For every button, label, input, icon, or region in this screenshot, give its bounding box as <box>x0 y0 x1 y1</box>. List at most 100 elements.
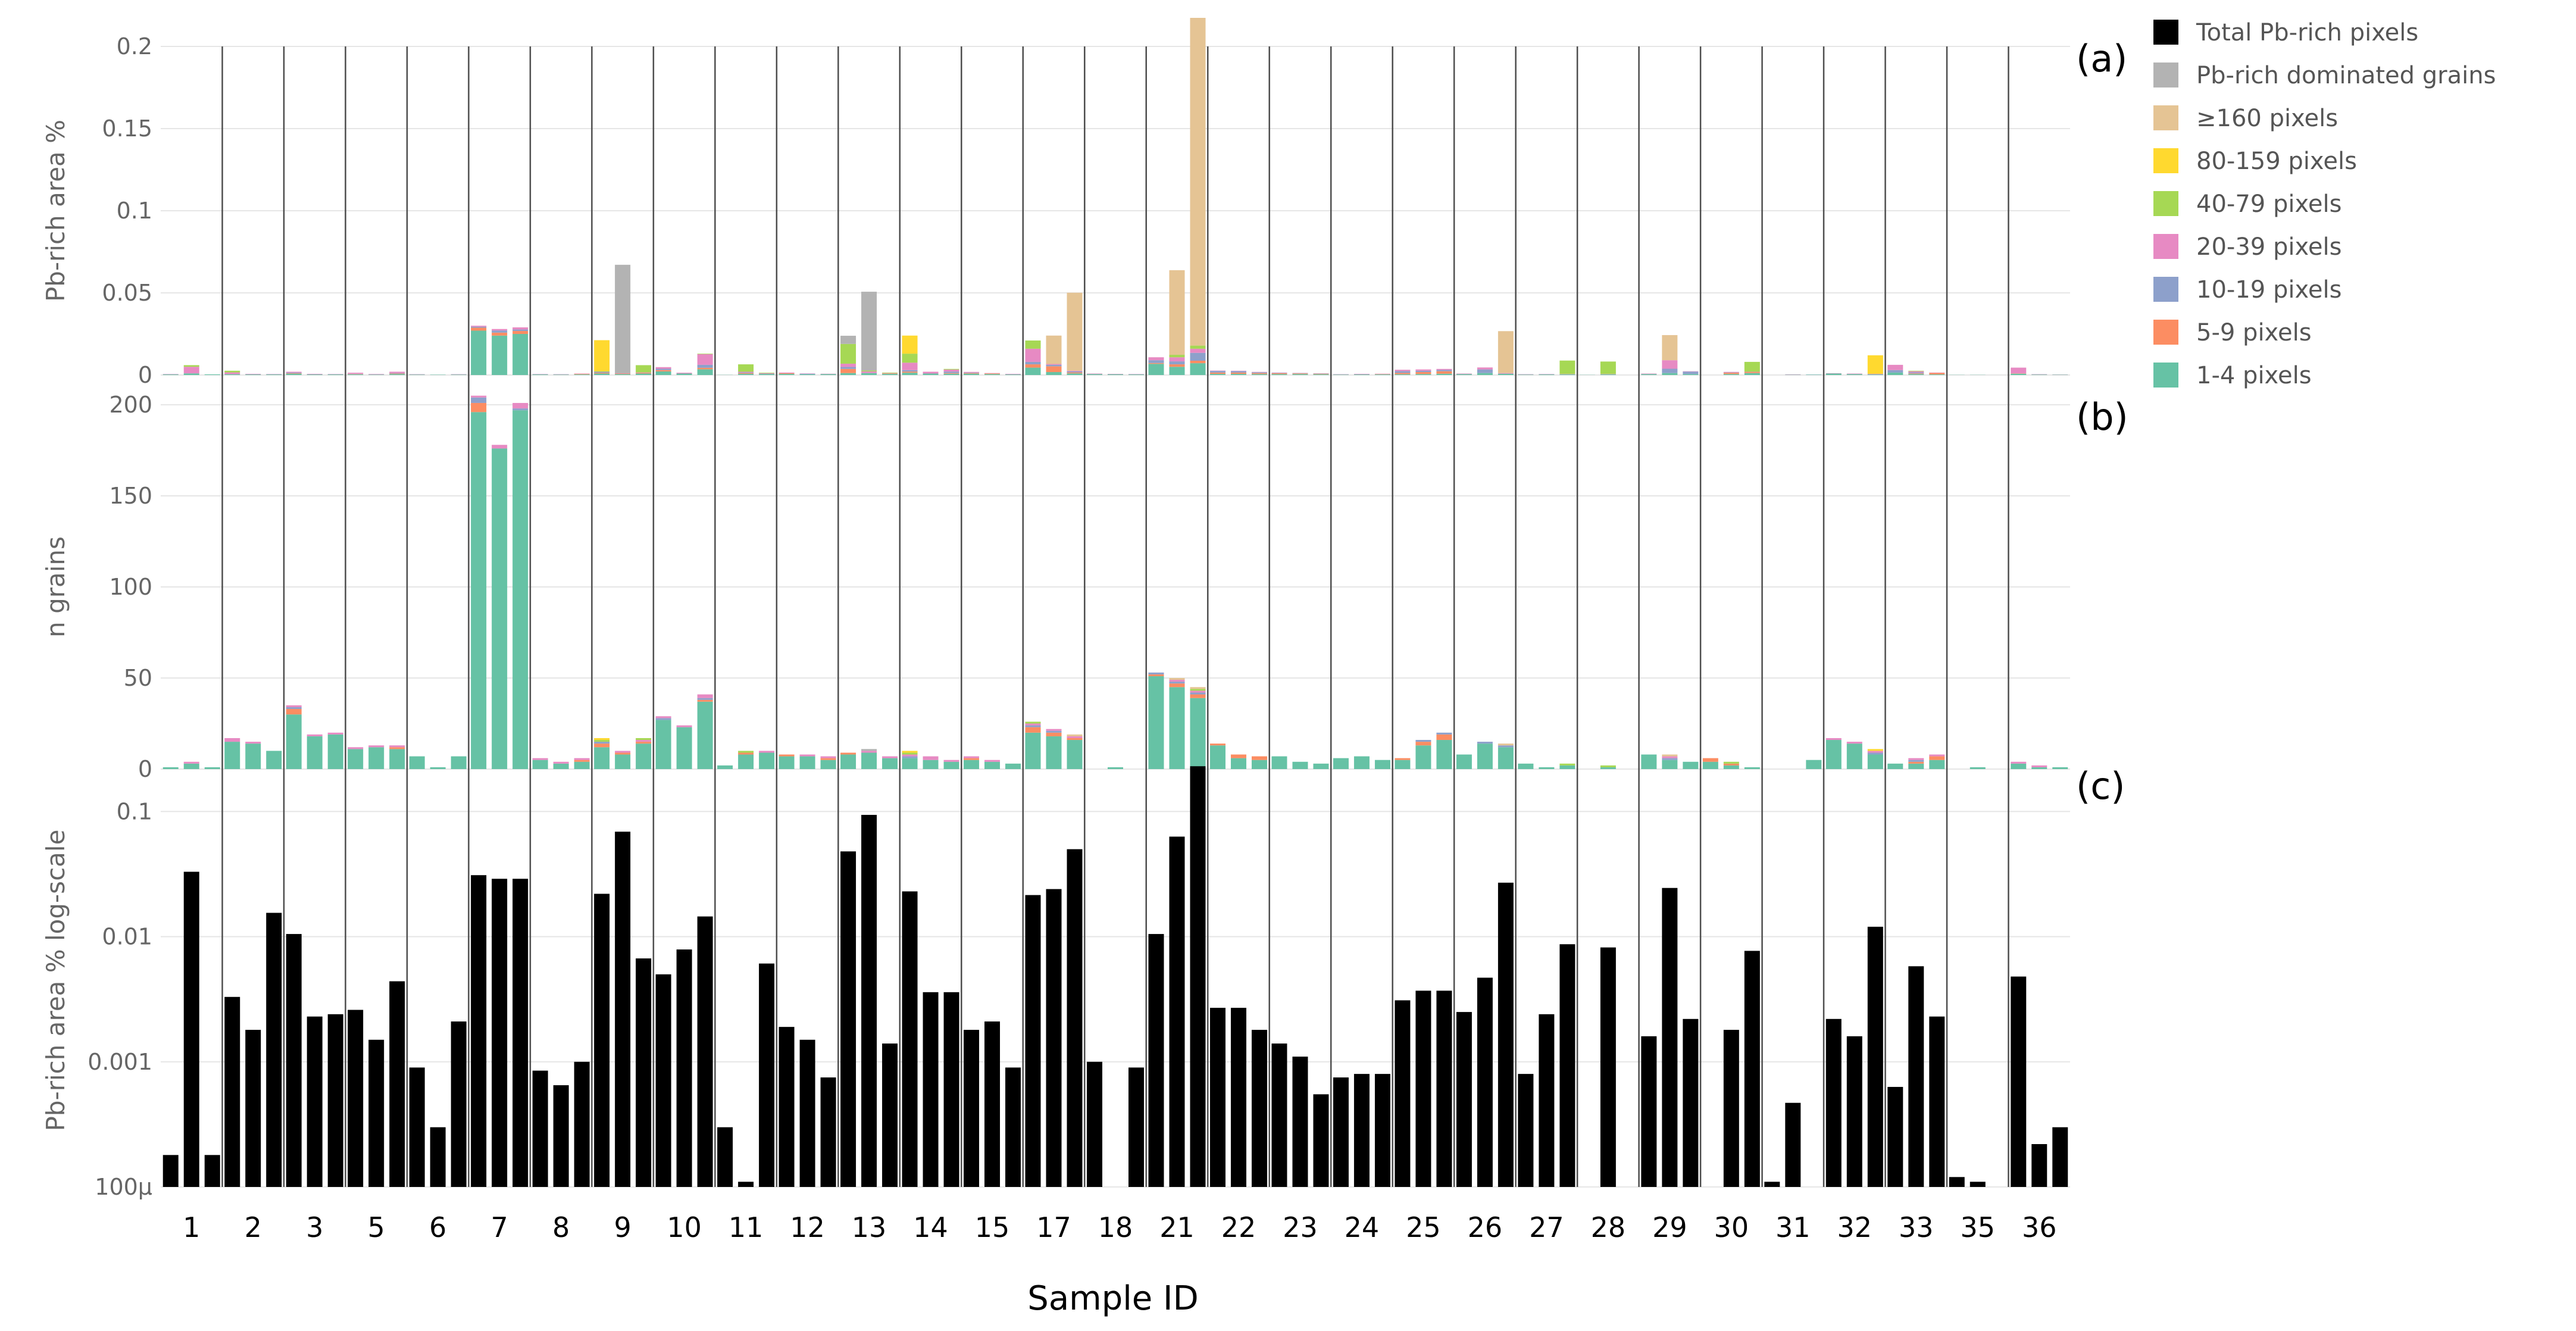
bar-segment-s20 <box>1190 691 1205 692</box>
bar-segment-s20 <box>1046 729 1062 731</box>
bar-segment-s1 <box>677 374 692 375</box>
bar-segment-s20 <box>964 757 979 758</box>
bar-segment-s5 <box>1292 373 1308 374</box>
legend-swatch <box>2153 148 2178 173</box>
bars-b <box>163 396 2068 769</box>
panel-tag: (b) <box>2076 395 2128 439</box>
bar-segment-s1 <box>759 752 774 769</box>
bar-total <box>451 1021 467 1187</box>
x-tick-label: 8 <box>552 1211 570 1243</box>
bar-segment-s1 <box>1169 367 1184 375</box>
bar-segment-s10 <box>1887 370 1903 373</box>
bar-segment-s20 <box>492 329 507 330</box>
x-tick-label: 30 <box>1714 1211 1749 1243</box>
bar-segment-s1 <box>1456 374 1472 375</box>
bar-segment-s1 <box>779 757 795 769</box>
bar-total <box>348 1010 363 1187</box>
bar-segment-s5 <box>882 373 898 374</box>
bar-segment-s5 <box>821 758 836 760</box>
bar-segment-s1 <box>307 374 323 375</box>
bar-segment-s1 <box>1908 764 1924 769</box>
bar-total <box>1949 1177 1965 1187</box>
y-tick-label: 150 <box>109 483 152 509</box>
bar-segment-s5 <box>698 368 713 369</box>
y-tick-label: 0.01 <box>102 924 152 950</box>
bar-total <box>1785 1103 1800 1187</box>
bar-segment-s160 <box>1190 687 1205 689</box>
bar-segment-dom <box>861 292 877 370</box>
bar-total <box>1333 1077 1349 1187</box>
bar-segment-s10 <box>1252 372 1267 373</box>
bar-total <box>1456 1012 1472 1187</box>
bar-segment-s5 <box>1067 373 1083 374</box>
bar-total <box>1375 1074 1390 1187</box>
bar-segment-s5 <box>1210 743 1226 745</box>
bar-segment-s5 <box>471 328 486 331</box>
bar-segment-s1 <box>307 736 323 769</box>
bar-segment-s1 <box>1252 374 1267 375</box>
bar-segment-s5 <box>964 758 979 760</box>
bar-segment-s1 <box>1745 373 1760 375</box>
bar-segment-s5 <box>1067 738 1083 740</box>
bar-segment-s1 <box>430 374 446 375</box>
bar-total <box>656 974 671 1187</box>
bar-total <box>1826 1019 1842 1187</box>
bar-segment-s10 <box>389 373 405 374</box>
bar-segment-s1 <box>594 747 609 769</box>
bar-segment-s1 <box>368 374 384 375</box>
bar-total <box>1929 1017 1944 1187</box>
bar-segment-s20 <box>1169 680 1184 682</box>
bar-total <box>698 917 713 1187</box>
x-tick-label: 21 <box>1159 1211 1195 1243</box>
bar-total <box>1641 1036 1656 1187</box>
bar-segment-s40 <box>1026 340 1041 349</box>
bar-segment-s1 <box>698 702 713 769</box>
bar-segment-s80 <box>594 340 609 371</box>
bar-segment-s40 <box>224 371 240 373</box>
bar-segment-s10 <box>1498 745 1514 747</box>
bar-segment-s20 <box>1190 349 1205 353</box>
bar-segment-s20 <box>328 733 343 735</box>
bar-segment-s40 <box>594 371 609 372</box>
bar-segment-s1 <box>1375 374 1390 375</box>
bar-segment-s1 <box>923 760 939 769</box>
bar-segment-s10 <box>1169 682 1184 683</box>
bar-segment-s5 <box>594 743 609 747</box>
bar-segment-s1 <box>1539 767 1554 769</box>
bar-segment-s1 <box>368 747 384 769</box>
bar-total <box>409 1067 425 1187</box>
bar-segment-s20 <box>451 374 467 375</box>
bar-total <box>389 981 405 1187</box>
bar-segment-s1 <box>984 762 1000 769</box>
bar-segment-s5 <box>1190 695 1205 698</box>
bar-segment-s5 <box>944 373 959 374</box>
y-tick-label: 0.1 <box>117 798 152 824</box>
bar-segment-s1 <box>1292 374 1308 375</box>
bar-segment-s40 <box>1169 355 1184 357</box>
bar-segment-s5 <box>1046 366 1062 372</box>
x-tick-label: 14 <box>913 1211 948 1243</box>
bar-segment-s1 <box>1518 374 1533 375</box>
bar-segment-s10 <box>1046 365 1062 366</box>
bar-segment-s1 <box>266 374 282 375</box>
bar-segment-s1 <box>738 755 754 769</box>
bar-segment-s80 <box>1868 749 1883 751</box>
bar-segment-s20 <box>1333 374 1349 375</box>
bar-segment-s20 <box>1887 365 1903 370</box>
bar-segment-s20 <box>1169 357 1184 361</box>
bar-segment-s1 <box>1887 764 1903 769</box>
bar-segment-s1 <box>1662 760 1677 769</box>
legend-swatch <box>2153 191 2178 216</box>
bar-segment-s1 <box>861 752 877 769</box>
bar-segment-s5 <box>636 742 651 743</box>
y-tick-label: 0 <box>138 362 152 388</box>
bar-segment-s1 <box>1559 766 1575 769</box>
legend-label: ≥160 pixels <box>2196 105 2338 132</box>
bars-a <box>163 0 2068 375</box>
bar-segment-s10 <box>698 698 713 700</box>
bar-segment-s1 <box>184 373 199 375</box>
bar-segment-s20 <box>1026 724 1041 726</box>
bar-segment-s1 <box>1210 374 1226 375</box>
x-tick-label: 7 <box>491 1211 508 1243</box>
